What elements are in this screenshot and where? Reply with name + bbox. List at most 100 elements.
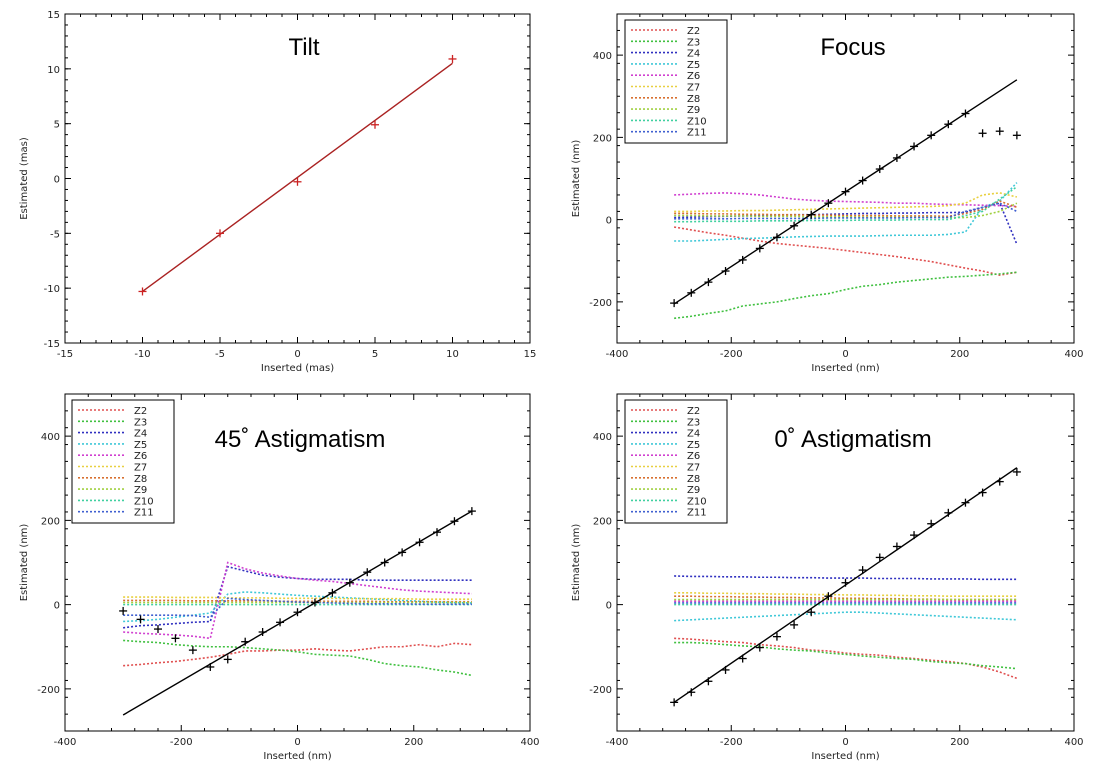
- data-point-marker: [892, 542, 901, 551]
- series-line-z5: [674, 182, 1018, 242]
- y-tick-label: 200: [41, 516, 60, 527]
- series-line-z11: [674, 202, 1018, 220]
- series-line-z6: [123, 561, 472, 640]
- data-point-marker: [961, 498, 970, 507]
- data-point-marker: [138, 287, 147, 296]
- legend-label-z2: Z2: [687, 406, 700, 417]
- x-tick-label: -200: [170, 737, 193, 748]
- chart-panel-2: -400 -200 0 200 400 -200 0 200 400 Inserted (nm) E…: [571, 13, 1084, 374]
- data-point-marker: [755, 643, 764, 652]
- series-line-z5: [674, 611, 1017, 622]
- x-tick-label: 5: [372, 349, 378, 360]
- x-tick-label: -5: [215, 349, 225, 360]
- chart-title: 0˚ Astigmatism: [774, 426, 931, 453]
- data-point-marker: [995, 127, 1004, 136]
- data-point-marker: [433, 528, 441, 537]
- x-tick-label: 200: [404, 737, 423, 748]
- y-tick-label: -200: [589, 685, 612, 696]
- y-tick-label: -200: [37, 685, 60, 696]
- legend-label-z7: Z7: [687, 463, 700, 474]
- data-point-marker: [858, 566, 867, 575]
- data-point-marker: [154, 625, 162, 634]
- data-point-marker: [206, 662, 215, 671]
- legend-box: [624, 399, 728, 524]
- data-point-marker: [790, 620, 799, 629]
- x-tick-label: -200: [720, 349, 743, 360]
- data-point-marker: [119, 606, 128, 615]
- chart-title: 45˚ Astigmatism: [215, 426, 386, 453]
- legend-label-z7: Z7: [687, 83, 700, 94]
- data-point-marker: [875, 165, 884, 174]
- data-point-marker: [223, 655, 232, 664]
- y-tick-label: 0: [606, 216, 612, 227]
- data-point-marker: [790, 221, 799, 230]
- data-point-marker: [944, 508, 953, 517]
- data-point-marker: [241, 637, 250, 646]
- y-axis-label: Estimated (nm): [19, 524, 30, 602]
- data-point-marker: [363, 568, 372, 577]
- data-point-marker: [961, 109, 970, 118]
- data-point-marker: [704, 677, 713, 686]
- y-tick-label: 200: [593, 516, 612, 527]
- legend-label-z11: Z11: [687, 128, 707, 139]
- legend-label-z4: Z4: [134, 429, 147, 440]
- data-point-marker: [927, 131, 936, 140]
- x-axis-label: Inserted (nm): [263, 751, 331, 762]
- legend-label-z4: Z4: [687, 49, 700, 60]
- data-point-marker: [670, 299, 679, 308]
- data-point-marker: [807, 608, 816, 617]
- data-point-marker: [738, 255, 747, 264]
- data-point-marker: [755, 244, 764, 253]
- x-tick-label: 0: [294, 737, 300, 748]
- series-line-z3: [674, 271, 1017, 320]
- chart-panel-3: -400 -200 0 200 400 -200 0 200 400 Inserted (nm) E…: [19, 393, 540, 762]
- data-point-marker: [944, 120, 953, 129]
- data-point-marker: [398, 548, 407, 557]
- x-tick-label: -15: [57, 349, 73, 360]
- legend-label-z9: Z9: [134, 485, 147, 496]
- data-point-marker: [345, 578, 354, 587]
- data-point-marker: [841, 578, 850, 587]
- data-point-marker: [721, 665, 730, 674]
- legend-label-z3: Z3: [687, 37, 700, 48]
- series-line-z2: [673, 226, 1018, 276]
- y-tick-label: 400: [593, 432, 612, 443]
- y-axis-label: Estimated (nm): [571, 140, 582, 218]
- data-point-marker: [380, 558, 389, 567]
- legend-label-z11: Z11: [687, 508, 707, 519]
- y-tick-label: 400: [41, 432, 60, 443]
- data-point-marker: [807, 210, 816, 219]
- legend-label-z9: Z9: [687, 485, 700, 496]
- data-point-marker: [687, 688, 696, 697]
- data-point-marker: [910, 142, 919, 151]
- data-point-marker: [1012, 467, 1021, 476]
- legend-label-z4: Z4: [687, 429, 700, 440]
- data-point-marker: [328, 588, 337, 597]
- chart-title: Focus: [820, 34, 885, 61]
- series-line-z4: [674, 575, 1017, 581]
- y-tick-label: 400: [593, 51, 612, 62]
- x-tick-label: 15: [524, 349, 537, 360]
- chart-panel-4: -400 -200 0 200 400 -200 0 200 400 Inserted (nm) E…: [571, 393, 1084, 762]
- data-point-marker: [910, 531, 919, 540]
- series-line-z8: [674, 200, 1018, 218]
- legend-label-z8: Z8: [134, 474, 147, 485]
- legend-label-z5: Z5: [687, 440, 700, 451]
- legend-label-z2: Z2: [134, 406, 147, 417]
- series-line-z4: [123, 565, 472, 629]
- x-tick-label: 200: [950, 349, 969, 360]
- x-tick-label: -400: [606, 349, 629, 360]
- x-tick-label: 0: [842, 737, 848, 748]
- data-point-marker: [467, 507, 476, 516]
- x-tick-label: 0: [294, 349, 300, 360]
- data-point-marker: [415, 538, 424, 547]
- data-point-marker: [670, 698, 679, 707]
- legend-label-z5: Z5: [687, 60, 700, 71]
- series-line-z2: [674, 637, 1018, 680]
- y-axis-label: Estimated (mas): [19, 137, 30, 220]
- legend-box: [624, 19, 728, 144]
- legend-label-z10: Z10: [687, 496, 707, 507]
